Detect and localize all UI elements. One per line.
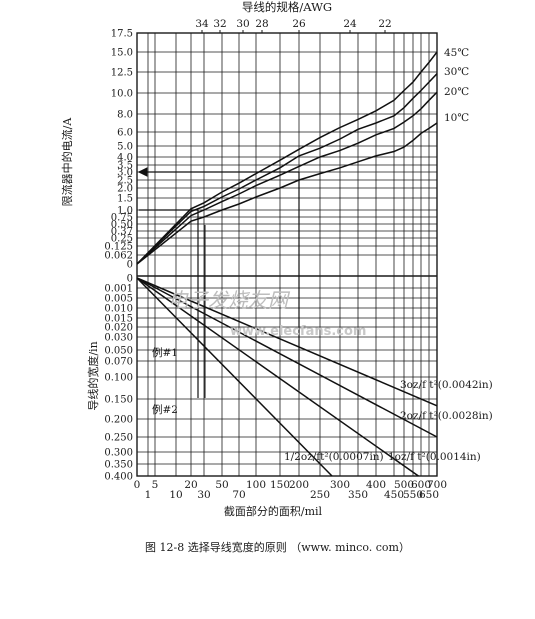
lower-y-tick-10: 0.150: [104, 395, 133, 406]
lower-series-1: [136, 277, 438, 438]
plot-frame: [136, 32, 438, 477]
lower-y-tick-0: 0: [127, 274, 133, 285]
upper-y-tick-11: 2.0: [117, 184, 133, 195]
upper-y-tick-13: 1.0: [117, 206, 133, 217]
upper-y-tick-6: 5.0: [117, 142, 133, 153]
awg-tick-labels: 34 32 30 28 26 24 22: [195, 18, 392, 33]
chart-grid: [136, 32, 438, 477]
x-tick-r2-5: 350: [348, 489, 368, 501]
upper-y-tick-10: 2.5: [117, 176, 133, 187]
x-tick-r1-2: 20: [184, 479, 197, 491]
upper-y-tick-2: 12.5: [111, 68, 133, 79]
x-tick-r2-8: 650: [419, 489, 439, 501]
x-axis-title: 截面部分的面积/mil: [224, 504, 323, 518]
lower-y-tick-1: 0.001: [104, 284, 133, 295]
top-axis-title: 导线的规格/AWG: [242, 0, 332, 14]
upper-y-tick-5: 6.0: [117, 128, 133, 139]
upper-y-tick-12: 1.5: [117, 194, 133, 205]
x-tick-r1-3: 50: [215, 479, 228, 491]
series-label-2oz: 2oz/f t²(0.0028in): [400, 410, 493, 422]
watermark-cn: 电子发烧友网: [168, 288, 291, 312]
x-tick-r1-7: 300: [330, 479, 350, 491]
upper-y-tick-20: 0: [127, 260, 133, 271]
series-label-20c: 20℃: [444, 86, 469, 98]
lower-y-tick-6: 0.030: [104, 333, 133, 344]
lower-y-tick-2: 0.005: [104, 294, 133, 305]
x-tick-r1-0: 0: [134, 479, 141, 491]
upper-y-tick-14: 0.75: [111, 213, 133, 224]
upper-y-tick-9: 3.0: [117, 168, 133, 179]
watermark-en: www.elecfans.com: [230, 324, 366, 339]
upper-y-tick-18: 0.125: [104, 242, 133, 253]
lower-y-tick-15: 0.400: [104, 472, 133, 483]
figure-caption: 图 12-8 选择导线宽度的原则 （www. minco. com）: [145, 540, 410, 554]
lower-y-axis-title: 导线的宽度/in: [86, 341, 100, 410]
upper-series-2: [136, 91, 438, 265]
awg-tick-0: 34: [195, 18, 209, 30]
x-tick-r2-7: 550: [403, 489, 423, 501]
upper-y-axis-title: 限流器中的电流/A: [60, 117, 74, 207]
awg-tick-4: 26: [292, 18, 306, 30]
x-tick-r2-4: 250: [310, 489, 330, 501]
upper-y-tick-16: 0.37: [111, 227, 133, 238]
x-tick-r1-6: 200: [289, 479, 309, 491]
lower-y-tick-13: 0.300: [104, 448, 133, 459]
x-tick-r2-6: 450: [384, 489, 404, 501]
upper-y-tick-19: 0.062: [104, 251, 133, 262]
x-tick-r1-5: 150: [270, 479, 290, 491]
chart-curves: [136, 51, 438, 477]
upper-y-tick-3: 10.0: [111, 89, 133, 100]
upper-y-tick-17: 0.25: [111, 234, 133, 245]
upper-series-3: [136, 122, 438, 265]
upper-y-tick-4: 8.0: [117, 110, 133, 121]
lower-y-tick-12: 0.250: [104, 433, 133, 444]
awg-tick-2: 30: [236, 18, 249, 30]
series-label-10c: 10℃: [444, 112, 469, 124]
x-tick-r1-4: 100: [246, 479, 266, 491]
lower-y-tick-9: 0.100: [104, 373, 133, 384]
lower-series-0: [136, 277, 438, 407]
upper-y-tick-8: 3.5: [117, 161, 133, 172]
upper-y-tick-0: 17.5: [111, 29, 133, 40]
awg-tick-1: 32: [213, 18, 226, 30]
awg-tick-5: 24: [343, 18, 357, 30]
example-2-label: 例#2: [152, 403, 178, 416]
example-1-label: 例#1: [152, 346, 178, 359]
series-label-half-oz: 1/2oz/ft²(0.0007in): [284, 451, 384, 463]
series-label-45c: 45℃: [444, 47, 469, 59]
upper-y-tick-labels: 17.5 15.0 12.5 10.0 8.0 6.0 5.04.03.53.02.52.0…: [104, 29, 133, 271]
lower-y-tick-5: 0.020: [104, 323, 133, 334]
lower-y-tick-4: 0.015: [104, 314, 133, 325]
lower-y-tick-14: 0.350: [104, 460, 133, 471]
x-tick-r2-0: 1: [145, 489, 152, 501]
series-label-1oz: 1oz/f t²(0.0014in): [388, 451, 481, 463]
lower-y-tick-8: 0.070: [104, 357, 133, 368]
upper-series-0: [136, 51, 438, 265]
x-tick-r1-11: 700: [427, 479, 447, 491]
lower-y-tick-7: 0.050: [104, 346, 133, 357]
lower-series-2: [136, 277, 419, 477]
upper-y-tick-15: 0.50: [111, 220, 133, 231]
x-tick-r2-2: 30: [197, 489, 210, 501]
x-tick-r2-3: 70: [232, 489, 245, 501]
awg-tick-3: 28: [255, 18, 268, 30]
x-tick-r1-8: 400: [366, 479, 386, 491]
x-tick-r2-1: 10: [169, 489, 182, 501]
lower-y-tick-3: 0.010: [104, 304, 133, 315]
series-label-3oz: 3oz/f t²(0.0042in): [400, 379, 493, 391]
lower-y-tick-11: 0.200: [104, 415, 133, 426]
x-tick-r1-9: 500: [394, 479, 414, 491]
x-tick-r1-10: 600: [411, 479, 431, 491]
series-label-30c: 30℃: [444, 66, 469, 78]
lower-series-3: [136, 277, 333, 477]
x-tick-r1-1: 5: [152, 479, 159, 491]
awg-tick-6: 22: [378, 18, 391, 30]
upper-y-tick-1: 15.0: [111, 48, 133, 59]
upper-series-1: [136, 73, 438, 265]
upper-y-tick-7: 4.0: [117, 153, 133, 164]
